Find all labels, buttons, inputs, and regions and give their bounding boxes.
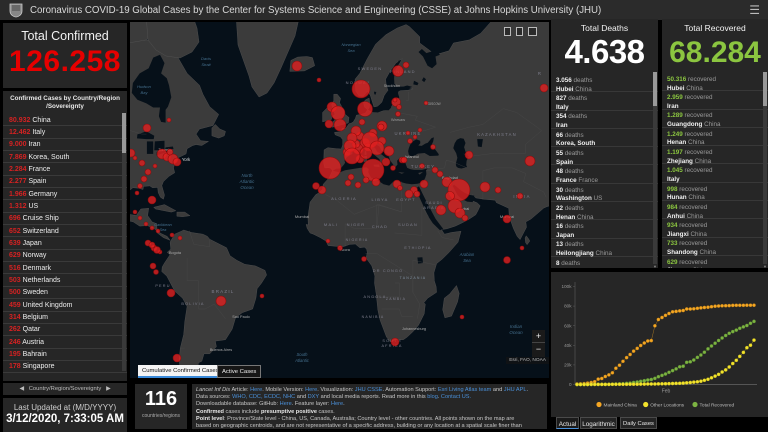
svg-text:BOLIVIA: BOLIVIA: [181, 302, 204, 306]
svg-text:DR CONGO: DR CONGO: [373, 269, 403, 273]
svg-text:Sea: Sea: [463, 258, 471, 263]
svg-text:NIGERIA: NIGERIA: [346, 238, 369, 242]
svg-text:MALI: MALI: [324, 222, 338, 227]
svg-text:Bay: Bay: [141, 90, 149, 95]
svg-text:Arabian: Arabian: [459, 252, 475, 257]
svg-text:Stockholm: Stockholm: [384, 84, 400, 88]
svg-text:Davis: Davis: [201, 56, 211, 61]
svg-text:Indian: Indian: [510, 324, 523, 329]
svg-text:Sea: Sea: [160, 228, 167, 232]
svg-text:EGYPT: EGYPT: [396, 197, 416, 202]
svg-text:LIBYA: LIBYA: [371, 197, 388, 202]
svg-text:20k: 20k: [564, 363, 572, 368]
svg-text:ARABIA: ARABIA: [423, 206, 444, 210]
svg-text:Warsaw: Warsaw: [391, 117, 405, 122]
svg-text:Accra: Accra: [340, 248, 351, 252]
svg-text:Feb: Feb: [662, 389, 671, 395]
svg-text:60k: 60k: [564, 323, 572, 328]
svg-text:Strait: Strait: [201, 62, 211, 67]
svg-text:PERU: PERU: [155, 284, 170, 288]
svg-text:Sea: Sea: [347, 48, 355, 53]
svg-text:Baghdad: Baghdad: [442, 175, 458, 180]
svg-text:NIGER: NIGER: [347, 222, 366, 227]
svg-text:Sao Paulo: Sao Paulo: [232, 315, 250, 319]
svg-text:Other Locations: Other Locations: [650, 402, 684, 408]
svg-text:Ocean: Ocean: [509, 330, 523, 335]
svg-text:Hudson: Hudson: [137, 84, 152, 89]
svg-text:SUDAN: SUDAN: [398, 222, 418, 227]
svg-text:Buenos Aires: Buenos Aires: [210, 348, 232, 352]
svg-text:CHAD: CHAD: [372, 224, 388, 229]
svg-text:Mumbai: Mumbai: [295, 214, 309, 219]
svg-text:AFRICA: AFRICA: [381, 344, 402, 348]
svg-text:Istanbul: Istanbul: [405, 154, 419, 159]
svg-text:ANGOLA: ANGOLA: [363, 295, 386, 299]
svg-text:York: York: [182, 157, 191, 162]
svg-text:Ocean: Ocean: [240, 185, 254, 190]
svg-text:R: R: [538, 71, 542, 76]
svg-text:Mainland China: Mainland China: [604, 402, 638, 408]
svg-text:Norwegian: Norwegian: [341, 42, 361, 47]
svg-text:80k: 80k: [564, 304, 572, 309]
svg-text:Atlantic: Atlantic: [239, 179, 256, 184]
svg-text:NAMIBIA: NAMIBIA: [362, 315, 385, 319]
svg-text:ETHIOPIA: ETHIOPIA: [404, 246, 431, 250]
svg-text:Atlantic: Atlantic: [294, 358, 310, 363]
svg-text:40k: 40k: [564, 343, 572, 348]
svg-text:Moscow: Moscow: [425, 101, 441, 106]
svg-text:North: North: [241, 173, 253, 178]
svg-text:0: 0: [569, 382, 572, 387]
svg-text:Dubai: Dubai: [459, 206, 470, 211]
svg-text:ZAMBIA: ZAMBIA: [386, 297, 406, 301]
svg-text:SWEDEN: SWEDEN: [358, 66, 383, 71]
svg-text:SAUDI: SAUDI: [425, 201, 443, 205]
svg-text:South: South: [297, 352, 309, 357]
svg-text:Total Recovered: Total Recovered: [700, 402, 735, 408]
svg-text:Toronto: Toronto: [158, 147, 172, 152]
svg-text:BRAZIL: BRAZIL: [212, 289, 235, 294]
svg-text:ALGERIA: ALGERIA: [331, 196, 357, 201]
svg-text:KAZAKHSTAN: KAZAKHSTAN: [477, 132, 517, 137]
svg-text:Bogota: Bogota: [169, 251, 182, 255]
svg-text:Johannesburg: Johannesburg: [402, 327, 426, 331]
svg-text:Caribbean: Caribbean: [154, 223, 172, 227]
svg-text:100k: 100k: [562, 284, 573, 289]
svg-text:TANZANIA: TANZANIA: [400, 276, 427, 280]
